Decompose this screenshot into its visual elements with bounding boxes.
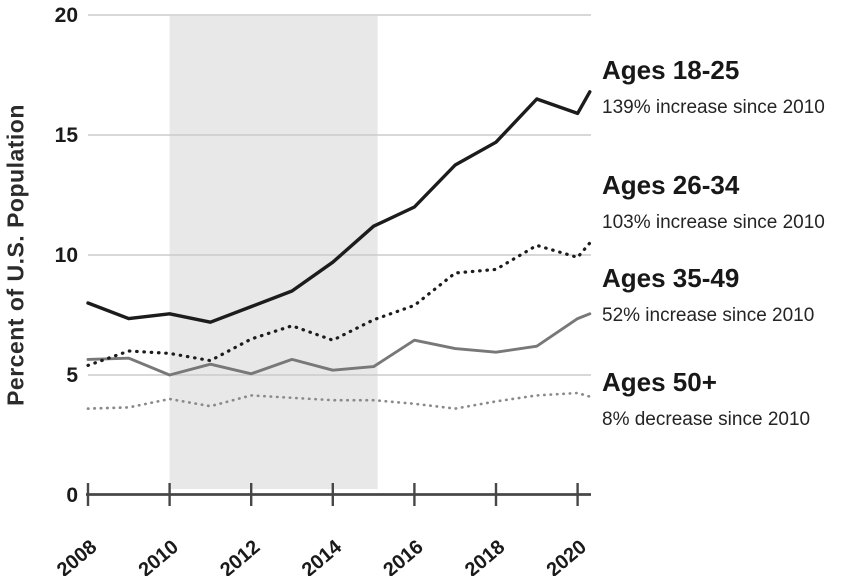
- annotation-ages-26-34: Ages 26-34 103% increase since 2010: [602, 172, 825, 232]
- annotation-subtitle: 52% increase since 2010: [602, 305, 815, 326]
- series-line-ages-50-: [86, 391, 592, 410]
- shaded-band-2010-2015: [169, 16, 378, 489]
- annotation-title: Ages 35-49: [602, 263, 740, 293]
- y-tick-label-20: 20: [55, 4, 78, 27]
- x-tick-label-2016: 2016: [379, 536, 427, 576]
- annotation-title: Ages 50+: [602, 367, 717, 397]
- x-tick-label-2010: 2010: [135, 536, 183, 576]
- annotation-subtitle: 103% increase since 2010: [602, 212, 825, 233]
- annotation-subtitle: 8% decrease since 2010: [602, 409, 811, 430]
- y-tick-label-0: 0: [66, 484, 78, 507]
- annotation-subtitle: 139% increase since 2010: [602, 97, 825, 118]
- y-tick-label-10: 10: [55, 244, 78, 267]
- y-axis-title: Percent of U.S. Population: [2, 104, 29, 406]
- series-line-ages-18-25: [86, 90, 592, 324]
- y-tick-label-5: 5: [66, 364, 78, 387]
- annotation-title: Ages 26-34: [602, 170, 740, 200]
- series-line-ages-35-49: [86, 312, 592, 377]
- y-tick-label-15: 15: [55, 124, 79, 147]
- annotation-ages-50-plus: Ages 50+ 8% decrease since 2010: [602, 369, 810, 429]
- annotation-ages-18-25: Ages 18-25 139% increase since 2010: [602, 57, 825, 117]
- annotation-ages-35-49: Ages 35-49 52% increase since 2010: [602, 265, 814, 325]
- x-tick-label-2012: 2012: [216, 536, 264, 576]
- x-tick-label-2014: 2014: [298, 535, 347, 576]
- x-tick-label-2008: 2008: [53, 536, 101, 576]
- annotation-title: Ages 18-25: [602, 55, 740, 85]
- x-tick-label-2018: 2018: [461, 536, 509, 576]
- x-tick-label-2020: 2020: [543, 536, 591, 576]
